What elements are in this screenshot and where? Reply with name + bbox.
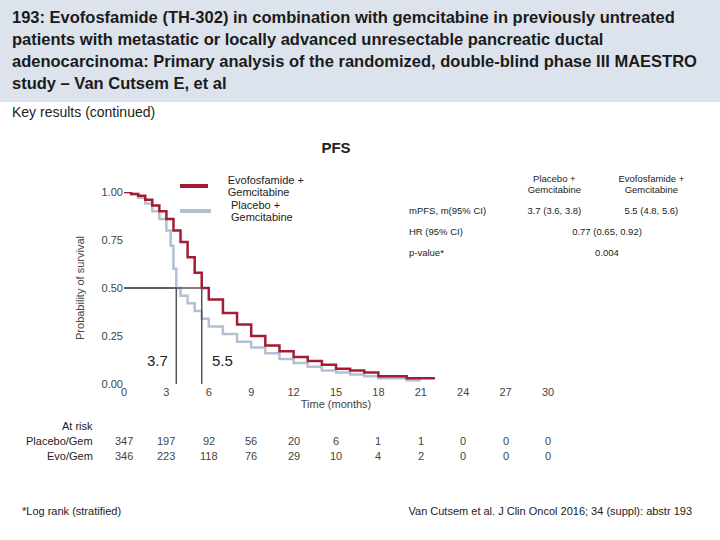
html-text:0.004: 0.004 — [595, 247, 619, 258]
svg-text:4: 4 — [375, 450, 381, 462]
html-text:Placebo + Gemcitabine: Placebo + Gemcitabine — [231, 199, 293, 223]
svg-text:0.00: 0.00 — [102, 378, 123, 390]
svg-text:12: 12 — [287, 386, 299, 398]
svg-text:18: 18 — [372, 386, 384, 398]
svg-text:92: 92 — [203, 435, 215, 447]
html-text:5.5 (4.8, 5.6): 5.5 (4.8, 5.6) — [624, 205, 679, 216]
svg-text:0: 0 — [545, 450, 551, 462]
svg-text:9: 9 — [248, 386, 254, 398]
svg-text:24: 24 — [457, 386, 469, 398]
svg-text:6: 6 — [206, 386, 212, 398]
svg-text:5.5: 5.5 — [212, 352, 233, 369]
svg-text:0.50: 0.50 — [102, 282, 123, 294]
svg-text:29: 29 — [288, 450, 300, 462]
svg-text:1: 1 — [375, 435, 381, 447]
svg-text:118: 118 — [200, 450, 218, 462]
svg-text:27: 27 — [499, 386, 511, 398]
svg-text:0: 0 — [545, 435, 551, 447]
svg-text:346: 346 — [115, 450, 133, 462]
html-text:Placebo + Gemcitabine: Placebo + Gemcitabine — [527, 173, 581, 195]
svg-text:347: 347 — [115, 435, 133, 447]
svg-text:10: 10 — [330, 450, 342, 462]
svg-text:At risk: At risk — [62, 420, 93, 432]
html-text:3.7 (3.6, 3.8): 3.7 (3.6, 3.8) — [527, 205, 582, 216]
svg-text:76: 76 — [245, 450, 257, 462]
svg-text:Placebo/Gem: Placebo/Gem — [26, 435, 93, 447]
html-text:193: Evofosfamide (TH-302) in: 193: Evofosfamide (TH-302) in combinatio… — [12, 8, 697, 92]
html-text:Evofosfamide + Gemcitabine: Evofosfamide + Gemcitabine — [618, 173, 685, 195]
html-text:mPFS, m(95% CI): mPFS, m(95% CI) — [409, 205, 487, 216]
svg-text:223: 223 — [157, 450, 175, 462]
html-text:*Log rank (stratified): *Log rank (stratified) — [22, 505, 121, 517]
svg-text:Time (months): Time (months) — [301, 398, 372, 410]
svg-text:0: 0 — [460, 450, 466, 462]
svg-text:1: 1 — [418, 435, 424, 447]
html-text:HR (95% CI): HR (95% CI) — [409, 226, 463, 237]
svg-text:0: 0 — [460, 435, 466, 447]
html-text:Van Cutsem et al. J Clin Oncol: Van Cutsem et al. J Clin Oncol 2016; 34 … — [408, 505, 692, 517]
svg-text:0: 0 — [503, 435, 509, 447]
svg-text:0.25: 0.25 — [102, 330, 123, 342]
svg-text:15: 15 — [330, 386, 342, 398]
html-text:p-value*: p-value* — [409, 247, 444, 258]
svg-text:2: 2 — [418, 450, 424, 462]
svg-text:197: 197 — [157, 435, 175, 447]
html-text:0.77 (0.65, 0.92): 0.77 (0.65, 0.92) — [572, 226, 642, 237]
svg-text:20: 20 — [288, 435, 300, 447]
html-text:Evofosfamide + Gemcitabine: Evofosfamide + Gemcitabine — [227, 174, 304, 198]
svg-text:Probability of survival: Probability of survival — [74, 236, 86, 340]
svg-text:0: 0 — [503, 450, 509, 462]
svg-text:21: 21 — [415, 386, 427, 398]
html-text:Key results (continued): Key results (continued) — [12, 104, 156, 120]
svg-text:3.7: 3.7 — [147, 352, 168, 369]
svg-text:56: 56 — [245, 435, 257, 447]
svg-text:Evo/Gem: Evo/Gem — [47, 450, 93, 462]
svg-text:1.00: 1.00 — [102, 186, 123, 198]
svg-text:30: 30 — [542, 386, 554, 398]
svg-text:0: 0 — [121, 386, 127, 398]
svg-text:6: 6 — [333, 435, 339, 447]
svg-text:3: 3 — [163, 386, 169, 398]
svg-text:0.75: 0.75 — [102, 234, 123, 246]
html-text:PFS: PFS — [321, 139, 351, 156]
